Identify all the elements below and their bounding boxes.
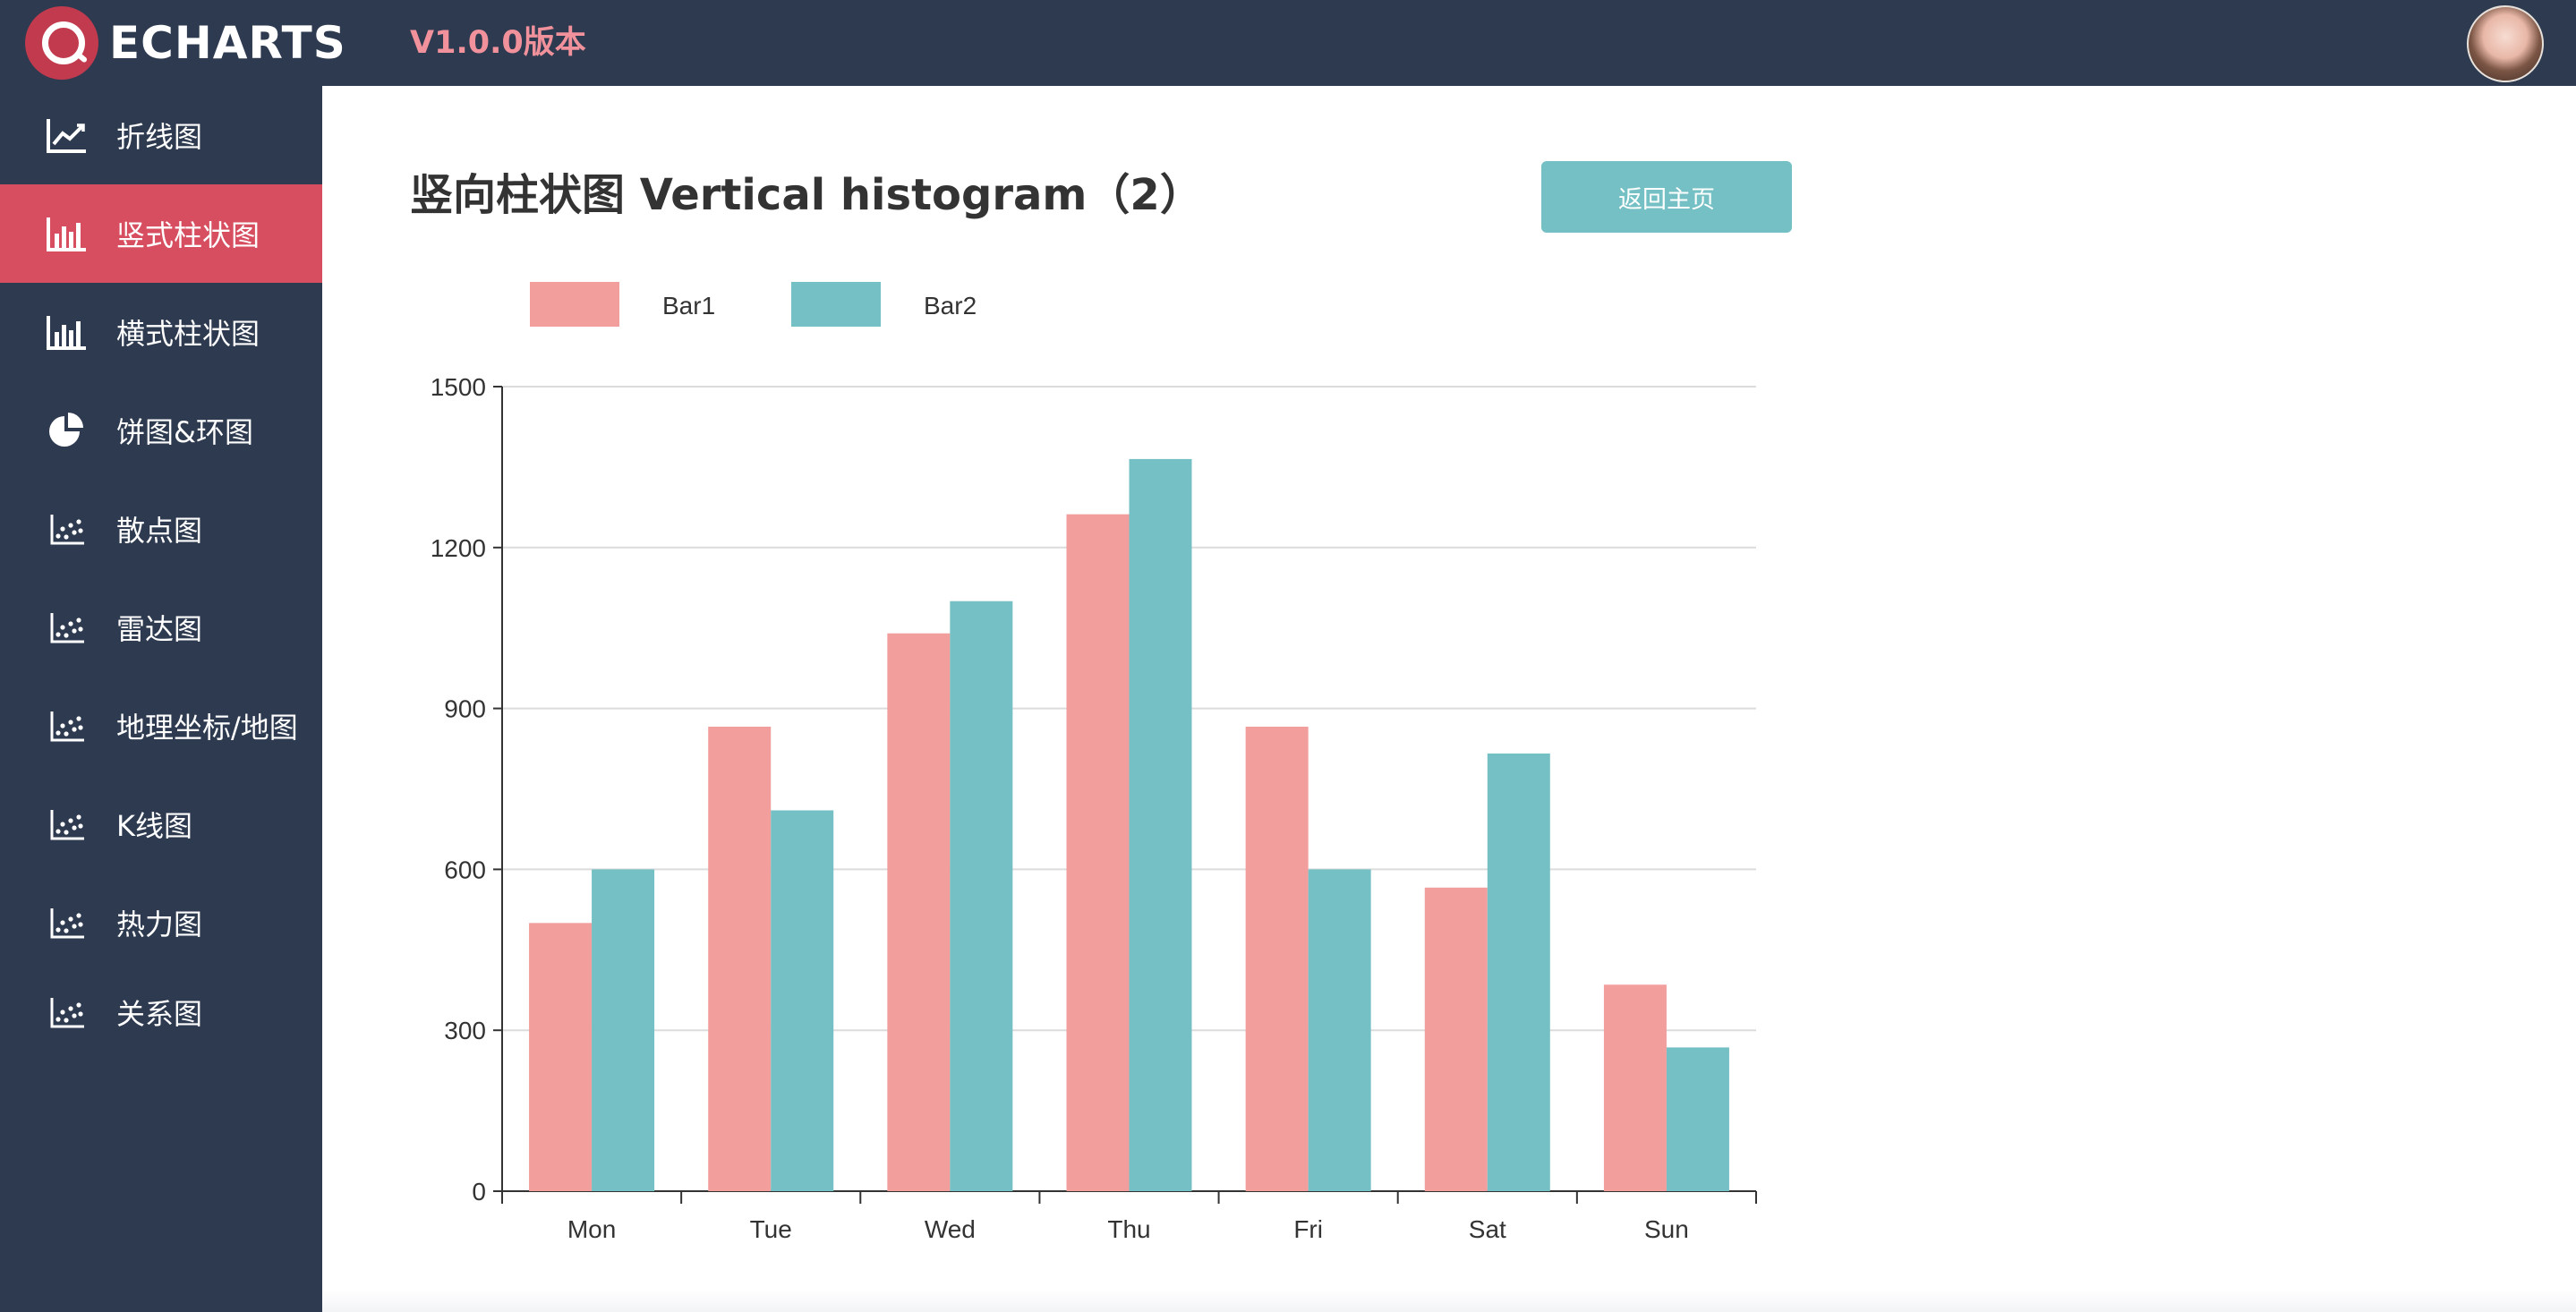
sidebar-item-heatmap[interactable]: 热力图: [0, 873, 322, 972]
bar-bar1: [529, 923, 593, 1191]
user-avatar[interactable]: [2467, 5, 2544, 82]
bar-bar1: [1603, 984, 1667, 1191]
sidebar-item-radar[interactable]: 雷达图: [0, 578, 322, 677]
sidebar-item-line-chart[interactable]: 折线图: [0, 86, 322, 184]
x-tick-label: Tue: [750, 1215, 792, 1243]
x-tick-label: Fri: [1293, 1215, 1323, 1243]
page-bottom-edge: [322, 1289, 2576, 1312]
x-tick-label: Wed: [925, 1215, 976, 1243]
y-tick-label: 300: [444, 1017, 486, 1044]
bar-bar2: [771, 810, 834, 1191]
sidebar-item-label: 雷达图: [116, 612, 203, 646]
pie-chart-icon: [45, 411, 88, 450]
scatter-chart-icon: [45, 805, 88, 844]
y-tick-label: 900: [444, 695, 486, 723]
bar-bar2: [950, 601, 1013, 1191]
sidebar-item-graph[interactable]: 关系图: [0, 963, 322, 1061]
top-bar: ECHARTS V1.0.0版本: [0, 0, 2576, 86]
sidebar-item-label: 热力图: [116, 907, 203, 941]
bar-bar1: [1424, 887, 1488, 1191]
bar-bar2: [1487, 753, 1550, 1191]
sidebar-item-label: 横式柱状图: [116, 317, 260, 351]
x-tick-label: Sat: [1469, 1215, 1506, 1243]
bar-chart-icon: [45, 214, 88, 253]
line-chart-icon: [45, 115, 88, 155]
brand-name: ECHARTS: [109, 17, 346, 69]
x-tick-label: Sun: [1644, 1215, 1689, 1243]
sidebar-item-label: 散点图: [116, 514, 203, 548]
legend-swatch: [791, 282, 881, 327]
y-tick-label: 0: [472, 1178, 486, 1206]
sidebar-item-pie[interactable]: 饼图&环图: [0, 381, 322, 480]
x-tick-label: Mon: [567, 1215, 616, 1243]
bar-bar2: [1666, 1047, 1729, 1191]
sidebar-item-label: 地理坐标/地图: [116, 711, 298, 745]
legend-swatch: [530, 282, 619, 327]
legend-label: Bar2: [924, 292, 977, 319]
y-tick-label: 1500: [431, 373, 486, 401]
bar-bar2: [592, 869, 655, 1191]
bar-bar1: [1245, 726, 1309, 1191]
bar-bar2: [1129, 458, 1192, 1191]
y-tick-label: 1200: [431, 534, 486, 562]
echarts-logo-icon: [25, 6, 98, 80]
bar-bar1: [708, 726, 772, 1191]
sidebar-item-geo-map[interactable]: 地理坐标/地图: [0, 677, 322, 775]
scatter-chart-icon: [45, 903, 88, 942]
sidebar-item-label: 关系图: [116, 997, 203, 1031]
legend-label: Bar1: [662, 292, 715, 319]
back-home-button[interactable]: 返回主页: [1541, 161, 1792, 233]
y-tick-label: 600: [444, 856, 486, 883]
bar-bar1: [1066, 514, 1130, 1191]
sidebar-item-label: 饼图&环图: [116, 415, 253, 449]
page-title: 竖向柱状图 Vertical histogram（2）: [410, 170, 1203, 220]
scatter-chart-icon: [45, 706, 88, 745]
version-label: V1.0.0版本: [410, 25, 586, 61]
bar-chart-icon: [45, 312, 88, 352]
scatter-chart-icon: [45, 509, 88, 549]
sidebar-item-candlestick[interactable]: K线图: [0, 775, 322, 873]
sidebar-item-label: 折线图: [116, 120, 203, 154]
sidebar-item-horizontal-bar[interactable]: 横式柱状图: [0, 283, 322, 381]
bar-bar1: [887, 633, 951, 1191]
x-tick-label: Thu: [1107, 1215, 1150, 1243]
sidebar: 折线图 竖式柱状图 横式柱状图 饼图&环图 散点图 雷达图 地理坐标/地图: [0, 86, 322, 1312]
sidebar-item-label: 竖式柱状图: [116, 218, 260, 252]
scatter-chart-icon: [45, 993, 88, 1032]
sidebar-item-scatter[interactable]: 散点图: [0, 480, 322, 578]
bar-bar2: [1308, 869, 1371, 1191]
sidebar-item-vertical-bar[interactable]: 竖式柱状图: [0, 184, 322, 283]
sidebar-item-label: K线图: [116, 809, 192, 843]
scatter-chart-icon: [45, 608, 88, 647]
